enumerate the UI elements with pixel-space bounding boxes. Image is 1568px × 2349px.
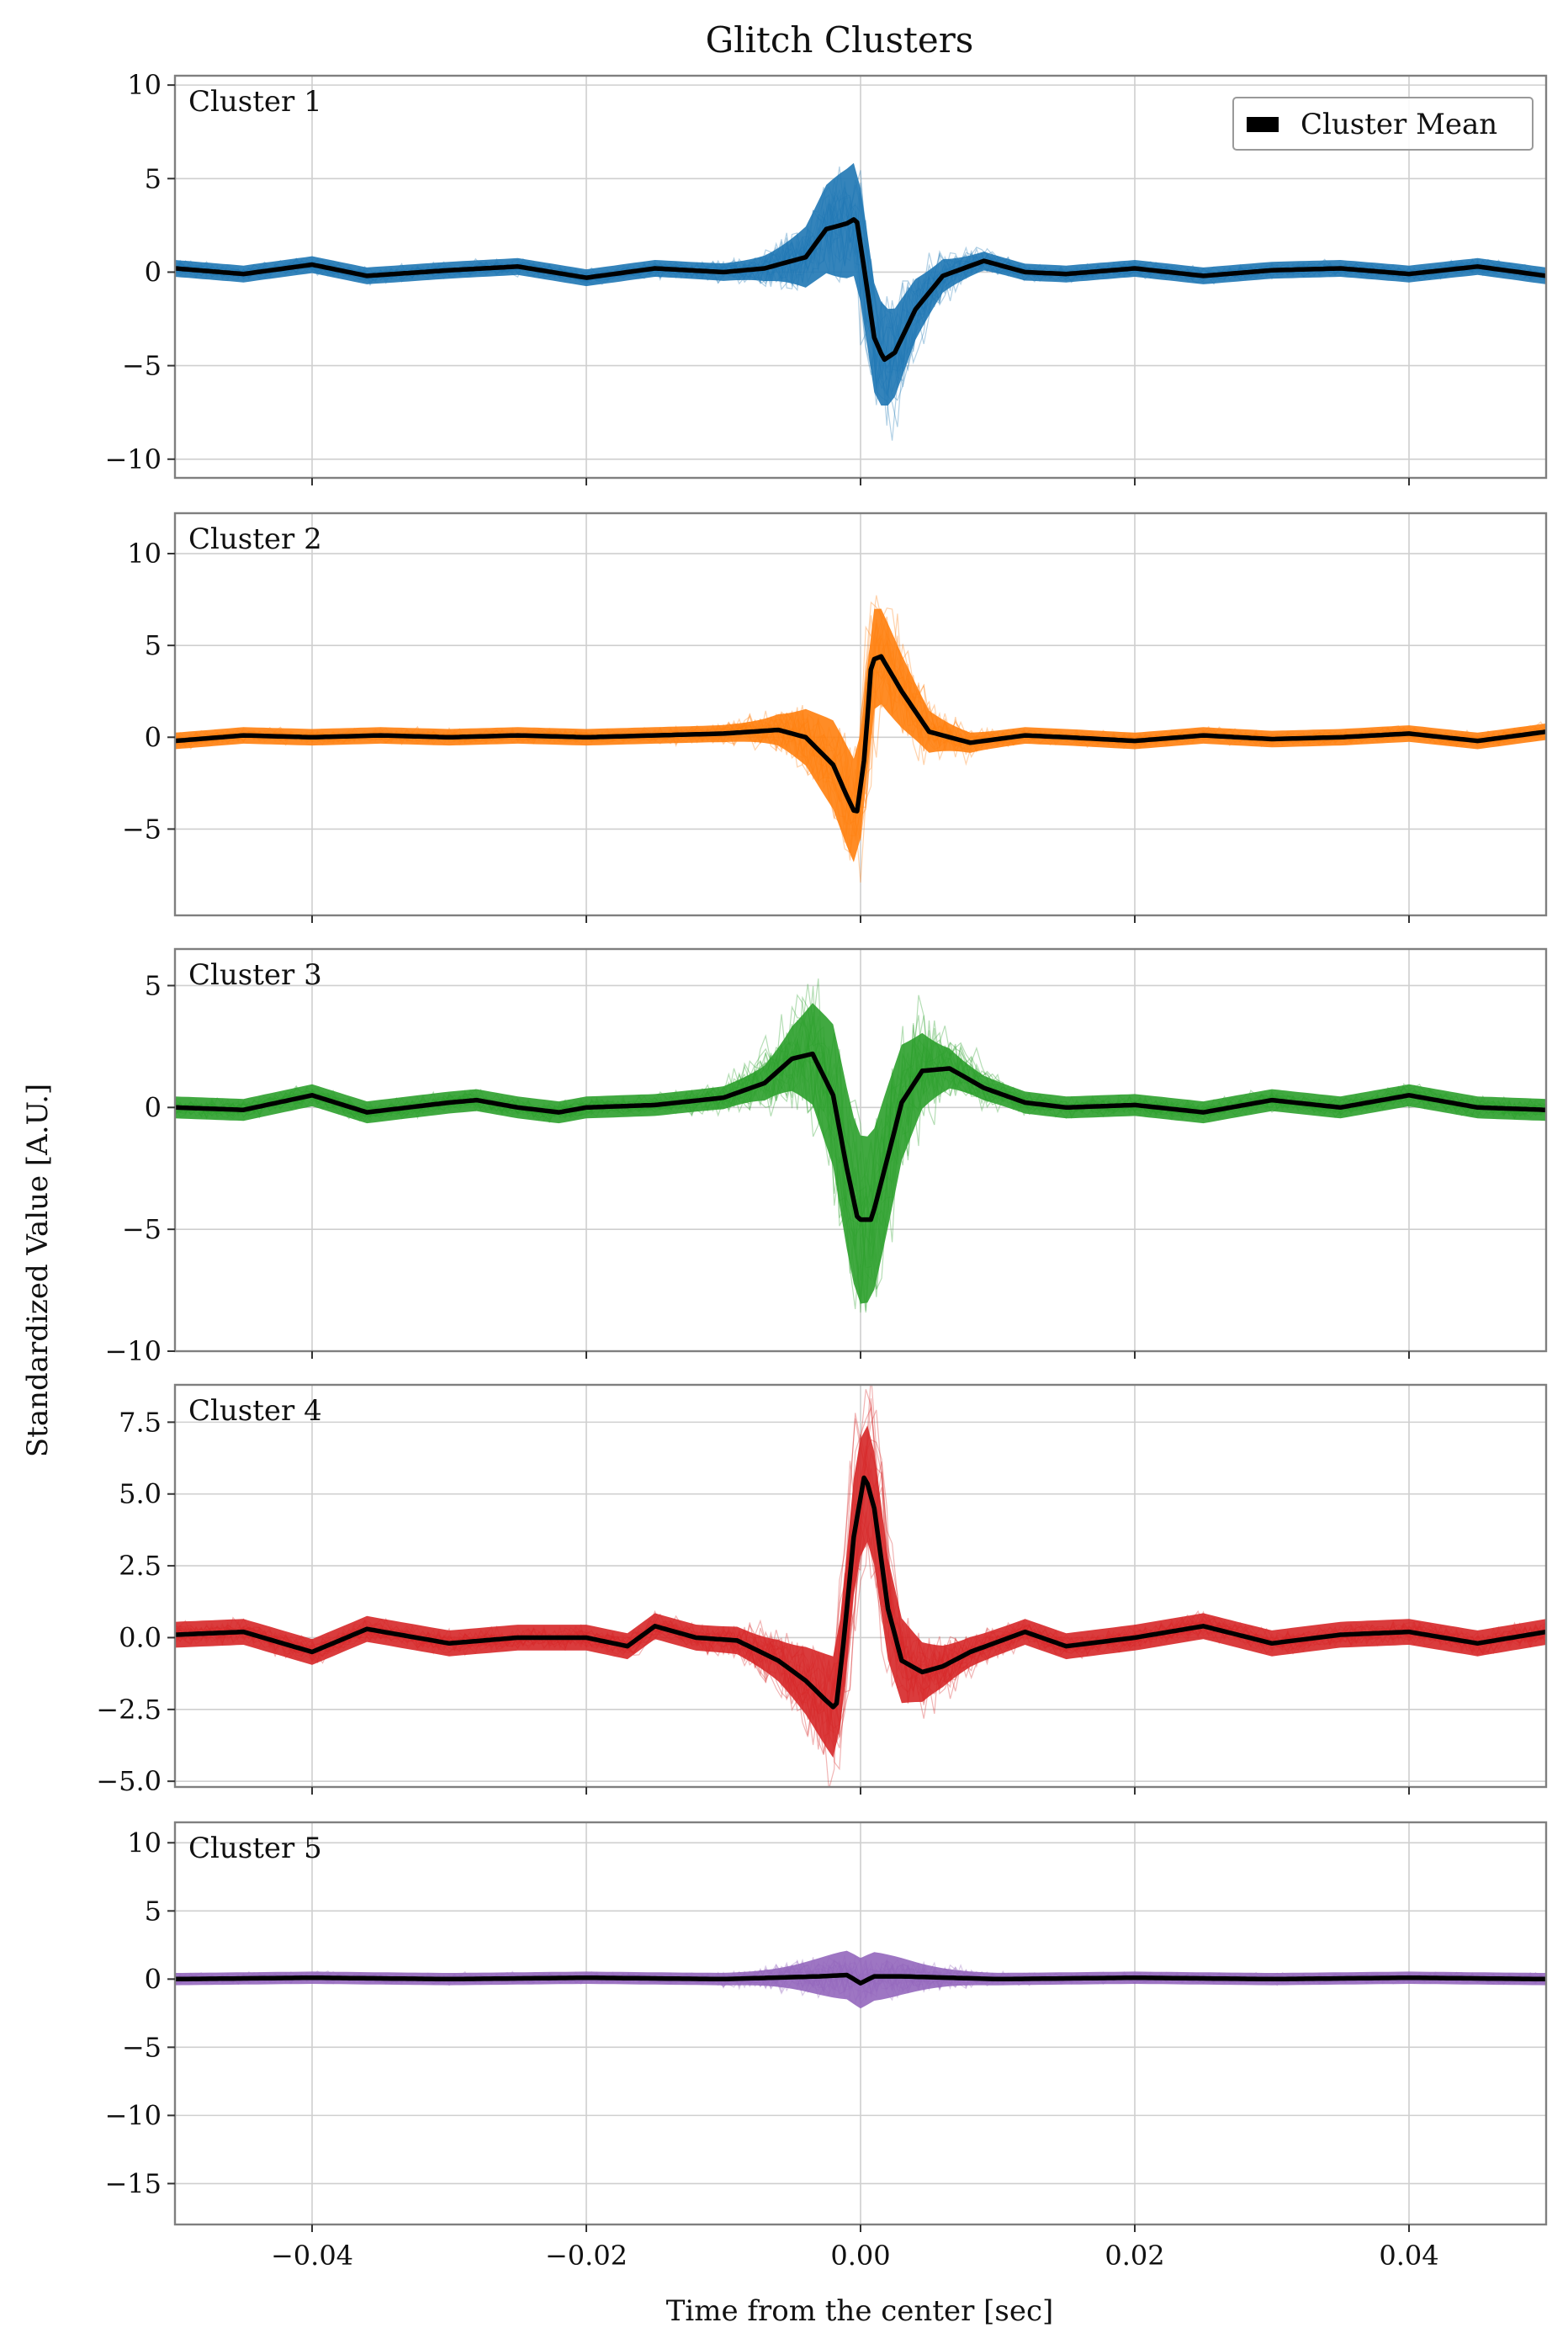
y-tick-label: 5: [145, 162, 162, 194]
x-axis-label: Time from the center [sec]: [666, 2294, 1054, 2328]
y-tick-label: −10: [104, 443, 162, 475]
legend-box: [1232, 97, 1534, 151]
cluster-label: Cluster 1: [188, 85, 322, 119]
cluster-traces: [175, 595, 1546, 883]
cluster-spread-band: [175, 162, 1546, 406]
cluster-traces: [175, 1385, 1546, 1787]
cluster-spread-band: [175, 1950, 1546, 2009]
y-tick-label: 10: [127, 69, 162, 101]
cluster-mean-line: [175, 654, 1546, 814]
y-tick-label: 0: [145, 1091, 162, 1123]
panel-cluster-2: 10 5 0 −5 Cluster 2: [122, 512, 1548, 923]
y-tick-label: 7.5: [119, 1406, 162, 1438]
y-tick-label: −10: [104, 1335, 162, 1367]
chart-title: Glitch Clusters: [706, 19, 974, 61]
legend: Cluster Mean: [1232, 97, 1534, 151]
x-tick-label: 0.02: [1104, 2240, 1164, 2272]
legend-swatch: [1247, 117, 1279, 132]
cluster-spread-band: [175, 1003, 1546, 1304]
y-tick-label: −5: [122, 813, 162, 845]
cluster-mean-line: [175, 217, 1546, 363]
panel-cluster-4: 7.5 5.0 2.5 0.0 −2.5 −5.0 Cluster 4: [96, 1383, 1548, 1797]
y-tick-label: 0: [145, 721, 162, 753]
panel-cluster-3: 5 0 −5 −10 Cluster 3: [104, 947, 1548, 1367]
y-tick-label: 5: [145, 629, 162, 661]
y-tick-label: −5: [122, 1213, 162, 1245]
y-tick-label: −5: [122, 2031, 162, 2063]
y-tick-label: −15: [104, 2167, 162, 2199]
cluster-label: Cluster 4: [188, 1394, 322, 1428]
y-tick-label: 10: [127, 538, 162, 570]
y-tick-label: −5.0: [96, 1765, 162, 1797]
y-axis-label: Standardized Value [A.U.]: [21, 1084, 55, 1457]
x-tick-label: −0.02: [545, 2240, 628, 2272]
panel-cluster-5: 10 5 0 −5 −10 −15 Cluster 5 −0.04 −0.02 0.00 0.02 0…: [104, 1821, 1548, 2272]
panel-cluster-1: 10 5 0 −5 −10 Cluster 1 Cluster Mean: [104, 69, 1548, 485]
y-tick-label: −10: [104, 2099, 162, 2131]
x-tick-label: −0.04: [271, 2240, 353, 2272]
panels-container: 10 5 0 −5 −10 Cluster 1 Cluster Mean 10 5 0 −5 Clus…: [96, 69, 1548, 2272]
cluster-spread-band: [175, 608, 1546, 862]
cluster-traces: [175, 162, 1546, 441]
x-tick-label: 0.04: [1379, 2240, 1438, 2272]
y-tick-label: −2.5: [96, 1694, 162, 1726]
cluster-mean-line: [175, 1475, 1546, 1710]
cluster-label: Cluster 2: [188, 522, 322, 556]
cluster-mean-line: [175, 1972, 1546, 1986]
y-tick-label: 5.0: [119, 1478, 162, 1510]
cluster-traces: [175, 1950, 1546, 2009]
cluster-label: Cluster 3: [188, 958, 322, 992]
cluster-traces: [175, 978, 1546, 1313]
y-tick-label: 5: [145, 969, 162, 1001]
cluster-mean-line: [175, 1051, 1546, 1222]
cluster-label: Cluster 5: [188, 1832, 322, 1865]
y-tick-label: 0.0: [119, 1621, 162, 1653]
y-tick-label: 5: [145, 1895, 162, 1927]
y-tick-label: 0: [145, 256, 162, 288]
x-tick-label: 0.00: [830, 2240, 890, 2272]
y-tick-label: 0: [145, 1963, 162, 1995]
y-tick-label: 10: [127, 1827, 162, 1859]
legend-label: Cluster Mean: [1300, 108, 1497, 141]
y-tick-label: 2.5: [119, 1550, 162, 1582]
y-tick-label: −5: [122, 350, 162, 382]
